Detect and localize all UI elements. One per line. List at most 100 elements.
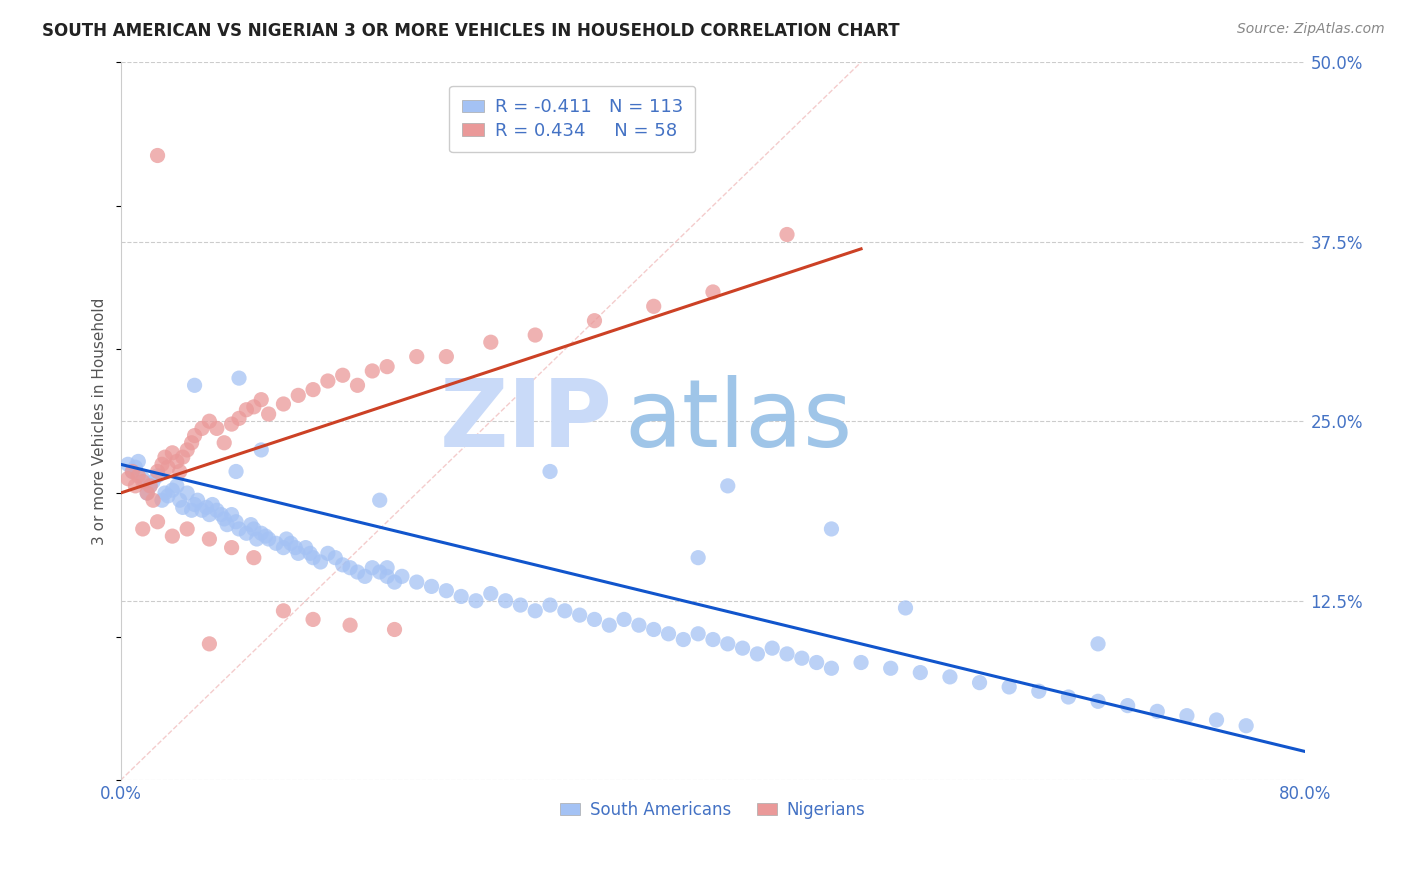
Point <box>246 532 269 546</box>
Point <box>688 550 710 565</box>
Point <box>221 541 243 555</box>
Point <box>583 314 606 328</box>
Point <box>139 479 162 493</box>
Point <box>806 656 828 670</box>
Point <box>688 627 710 641</box>
Point <box>172 450 194 464</box>
Point <box>162 446 184 460</box>
Point <box>146 465 169 479</box>
Point <box>731 641 754 656</box>
Point <box>1205 713 1227 727</box>
Point <box>172 500 194 515</box>
Point <box>294 541 316 555</box>
Point <box>150 493 173 508</box>
Point <box>1116 698 1139 713</box>
Point <box>538 465 561 479</box>
Point <box>280 536 302 550</box>
Point <box>643 623 665 637</box>
Point <box>910 665 932 680</box>
Point <box>225 465 247 479</box>
Point <box>212 435 235 450</box>
Point <box>998 680 1021 694</box>
Point <box>127 454 149 468</box>
Point <box>332 368 354 383</box>
Point <box>153 486 176 500</box>
Point <box>254 529 277 543</box>
Point <box>1175 708 1198 723</box>
Point <box>121 465 143 479</box>
Point <box>136 486 159 500</box>
Point <box>361 364 384 378</box>
Point <box>257 532 280 546</box>
Point <box>627 618 650 632</box>
Point <box>776 647 799 661</box>
Point <box>169 493 191 508</box>
Point <box>420 579 443 593</box>
Point <box>239 517 262 532</box>
Point <box>195 500 218 515</box>
Point <box>183 378 205 392</box>
Point <box>405 575 427 590</box>
Point <box>166 454 188 468</box>
Point <box>142 493 165 508</box>
Point <box>243 550 266 565</box>
Point <box>346 565 368 579</box>
Point <box>156 489 179 503</box>
Point <box>309 555 332 569</box>
Point <box>643 299 665 313</box>
Point <box>524 328 547 343</box>
Point <box>1087 694 1109 708</box>
Point <box>375 560 398 574</box>
Point <box>450 590 472 604</box>
Point <box>235 402 257 417</box>
Point <box>132 475 155 489</box>
Point <box>183 498 205 512</box>
Point <box>299 546 322 560</box>
Point <box>136 486 159 500</box>
Point <box>146 468 169 483</box>
Point <box>201 498 224 512</box>
Point <box>124 479 146 493</box>
Point <box>132 522 155 536</box>
Point <box>747 647 769 661</box>
Point <box>375 569 398 583</box>
Point <box>702 632 724 647</box>
Point <box>146 148 169 162</box>
Text: SOUTH AMERICAN VS NIGERIAN 3 OR MORE VEHICLES IN HOUSEHOLD CORRELATION CHART: SOUTH AMERICAN VS NIGERIAN 3 OR MORE VEH… <box>42 22 900 40</box>
Point <box>495 593 517 607</box>
Point <box>554 604 576 618</box>
Point <box>568 608 591 623</box>
Point <box>332 558 354 572</box>
Point <box>1057 690 1080 704</box>
Point <box>121 465 143 479</box>
Point <box>273 604 295 618</box>
Point <box>250 442 273 457</box>
Point <box>169 465 191 479</box>
Point <box>479 586 502 600</box>
Point <box>894 601 917 615</box>
Point <box>191 421 214 435</box>
Point <box>284 541 307 555</box>
Point <box>153 450 176 464</box>
Point <box>509 598 531 612</box>
Point <box>820 522 842 536</box>
Point <box>361 560 384 574</box>
Point <box>465 593 488 607</box>
Point <box>228 411 250 425</box>
Point <box>384 575 406 590</box>
Legend: South Americans, Nigerians: South Americans, Nigerians <box>554 795 872 826</box>
Text: atlas: atlas <box>624 376 852 467</box>
Point <box>166 479 188 493</box>
Point <box>479 335 502 350</box>
Point <box>117 472 139 486</box>
Point <box>790 651 813 665</box>
Point <box>117 458 139 472</box>
Point <box>273 541 295 555</box>
Point <box>146 515 169 529</box>
Point <box>191 503 214 517</box>
Point <box>235 526 257 541</box>
Point <box>434 583 457 598</box>
Point <box>127 468 149 483</box>
Point <box>613 612 636 626</box>
Point <box>287 388 309 402</box>
